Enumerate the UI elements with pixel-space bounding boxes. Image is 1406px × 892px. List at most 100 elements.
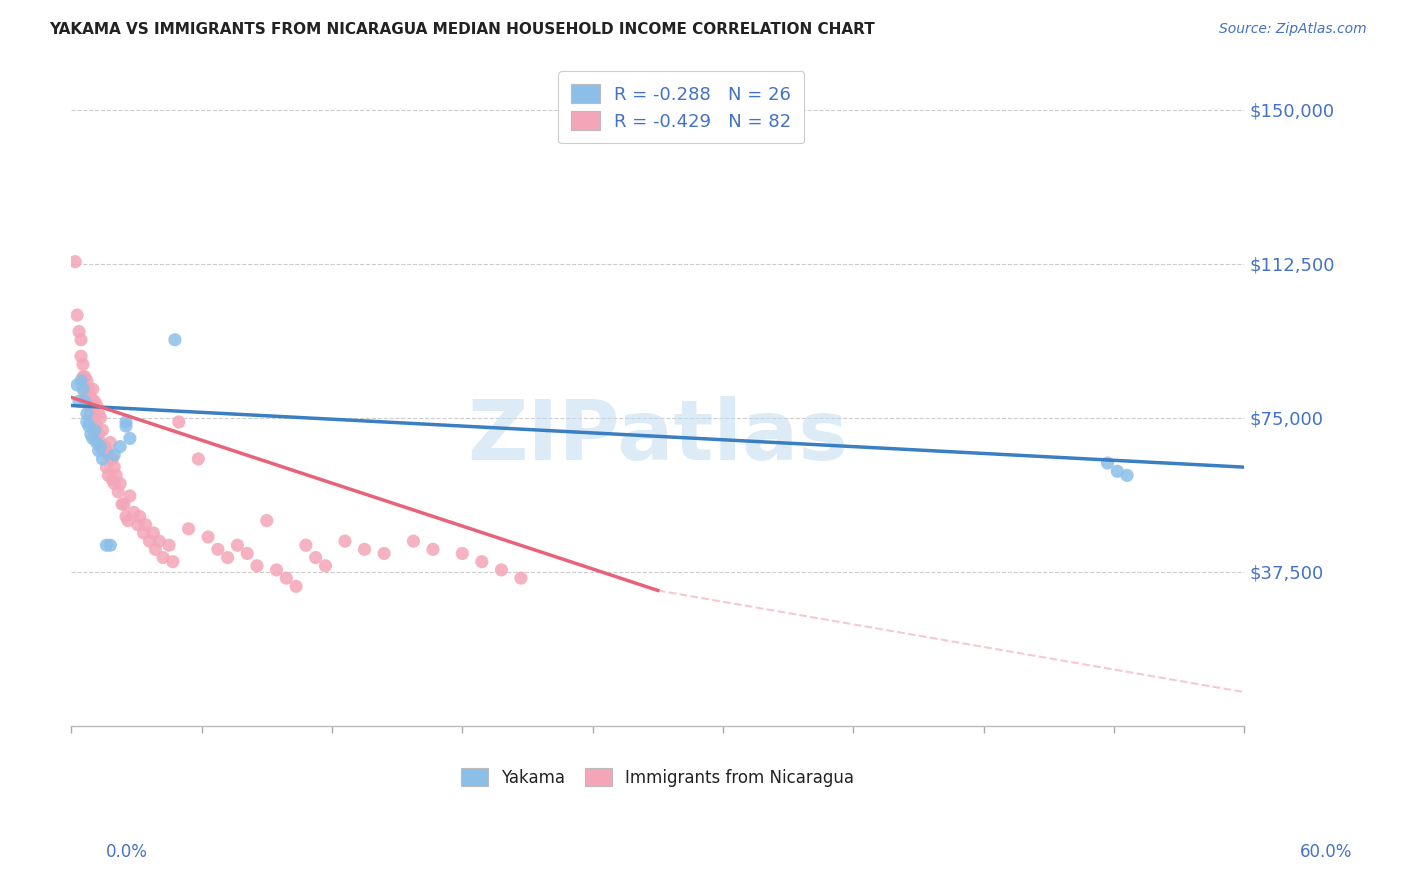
Point: [112, 497, 135, 511]
Point: [87, 443, 110, 458]
Point: [77, 382, 100, 396]
Point: [80, 407, 103, 421]
Point: [108, 440, 131, 454]
Point: [77, 399, 100, 413]
Point: [162, 555, 184, 569]
Point: [86, 435, 108, 450]
Point: [77, 419, 100, 434]
Point: [66, 378, 89, 392]
Point: [510, 571, 533, 585]
Point: [70, 333, 93, 347]
Point: [305, 550, 328, 565]
Point: [157, 538, 180, 552]
Point: [177, 522, 200, 536]
Point: [82, 382, 104, 396]
Point: [103, 476, 125, 491]
Point: [83, 423, 105, 437]
Text: 60.0%: 60.0%: [1301, 843, 1353, 861]
Point: [96, 460, 118, 475]
Text: 0.0%: 0.0%: [105, 843, 148, 861]
Point: [72, 369, 94, 384]
Point: [91, 443, 114, 458]
Point: [422, 542, 444, 557]
Point: [115, 415, 138, 429]
Text: YAKAMA VS IMMIGRANTS FROM NICARAGUA MEDIAN HOUSEHOLD INCOME CORRELATION CHART: YAKAMA VS IMMIGRANTS FROM NICARAGUA MEDI…: [49, 22, 875, 37]
Point: [314, 558, 336, 573]
Point: [87, 427, 110, 442]
Point: [70, 349, 93, 363]
Point: [138, 534, 160, 549]
Point: [103, 460, 125, 475]
Text: ZIPatlas: ZIPatlas: [467, 396, 848, 477]
Point: [91, 423, 114, 437]
Point: [285, 579, 308, 593]
Point: [76, 415, 98, 429]
Point: [108, 476, 131, 491]
Point: [1107, 464, 1129, 478]
Point: [111, 497, 134, 511]
Point: [72, 382, 94, 396]
Point: [66, 308, 89, 322]
Point: [118, 489, 141, 503]
Point: [86, 399, 108, 413]
Point: [90, 440, 112, 454]
Point: [152, 550, 174, 565]
Point: [115, 509, 138, 524]
Point: [127, 517, 149, 532]
Point: [471, 555, 494, 569]
Point: [117, 514, 139, 528]
Point: [217, 550, 239, 565]
Point: [97, 468, 120, 483]
Point: [86, 419, 108, 434]
Point: [256, 514, 278, 528]
Point: [246, 558, 269, 573]
Point: [132, 525, 155, 540]
Legend: Yakama, Immigrants from Nicaragua: Yakama, Immigrants from Nicaragua: [454, 762, 860, 793]
Point: [96, 538, 118, 552]
Point: [73, 386, 96, 401]
Point: [167, 415, 190, 429]
Text: Source: ZipAtlas.com: Source: ZipAtlas.com: [1219, 22, 1367, 37]
Point: [90, 435, 112, 450]
Point: [451, 546, 474, 560]
Point: [67, 325, 90, 339]
Point: [402, 534, 425, 549]
Point: [226, 538, 249, 552]
Point: [90, 410, 112, 425]
Point: [115, 419, 138, 434]
Point: [135, 517, 157, 532]
Point: [101, 452, 124, 467]
Point: [82, 431, 104, 445]
Point: [128, 509, 150, 524]
Point: [98, 538, 121, 552]
Point: [333, 534, 356, 549]
Point: [143, 542, 166, 557]
Point: [197, 530, 219, 544]
Point: [73, 394, 96, 409]
Point: [236, 546, 259, 560]
Point: [76, 407, 98, 421]
Point: [70, 374, 93, 388]
Point: [67, 394, 90, 409]
Point: [107, 484, 129, 499]
Point: [76, 390, 98, 404]
Point: [82, 399, 104, 413]
Point: [101, 473, 124, 487]
Point: [353, 542, 375, 557]
Point: [76, 374, 98, 388]
Point: [1116, 468, 1139, 483]
Point: [91, 452, 114, 467]
Point: [103, 448, 125, 462]
Point: [83, 410, 105, 425]
Point: [97, 448, 120, 462]
Point: [122, 505, 145, 519]
Point: [1097, 456, 1119, 470]
Point: [80, 390, 103, 404]
Point: [295, 538, 318, 552]
Point: [73, 369, 96, 384]
Point: [187, 452, 209, 467]
Point: [207, 542, 229, 557]
Point: [105, 468, 128, 483]
Point: [87, 407, 110, 421]
Point: [80, 427, 103, 442]
